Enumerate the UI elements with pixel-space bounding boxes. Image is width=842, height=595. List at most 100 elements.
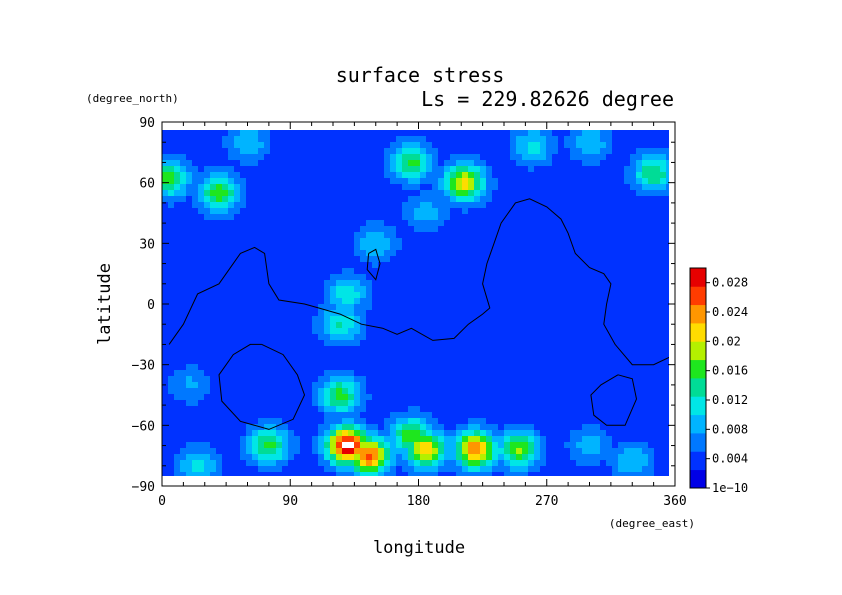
- heatmap-cell: [252, 418, 259, 425]
- heatmap-cell: [408, 142, 415, 149]
- heatmap-cell: [192, 448, 199, 455]
- heatmap-cell: [630, 346, 637, 353]
- heatmap-cell: [432, 256, 439, 263]
- heatmap-cell: [492, 160, 499, 167]
- heatmap-cell: [618, 202, 625, 209]
- heatmap-cell: [186, 136, 193, 143]
- heatmap-cell: [198, 352, 205, 359]
- heatmap-cell: [210, 460, 217, 467]
- heatmap-cell: [384, 208, 391, 215]
- heatmap-cell: [318, 334, 325, 341]
- heatmap-cell: [342, 322, 349, 329]
- heatmap-cell: [522, 472, 529, 476]
- heatmap-cell: [504, 454, 511, 461]
- heatmap-cell: [450, 226, 457, 233]
- heatmap-cell: [660, 304, 667, 311]
- heatmap-cell: [168, 154, 175, 161]
- heatmap-cell: [360, 388, 367, 395]
- heatmap-cell: [438, 226, 445, 233]
- heatmap-cell: [414, 370, 421, 377]
- heatmap-cell: [570, 364, 577, 371]
- heatmap-cell: [606, 172, 613, 179]
- heatmap-cell: [372, 172, 379, 179]
- heatmap-cell: [612, 436, 619, 443]
- heatmap-cell: [552, 334, 559, 341]
- heatmap-cell: [312, 130, 319, 137]
- heatmap-cell: [546, 352, 553, 359]
- heatmap-cell: [210, 268, 217, 275]
- heatmap-cell: [540, 304, 547, 311]
- heatmap-cell: [210, 202, 217, 209]
- heatmap-cell: [438, 166, 445, 173]
- heatmap-cell: [312, 412, 319, 419]
- heatmap-cell: [636, 226, 643, 233]
- heatmap-cell: [294, 472, 301, 476]
- heatmap-cell: [264, 430, 271, 437]
- heatmap-cell: [630, 322, 637, 329]
- heatmap-cell: [336, 376, 343, 383]
- heatmap-cell: [576, 352, 583, 359]
- heatmap-cell: [528, 388, 535, 395]
- heatmap-cell: [168, 400, 175, 407]
- heatmap-cell: [234, 280, 241, 287]
- heatmap-cell: [318, 340, 325, 347]
- heatmap-cell: [390, 280, 397, 287]
- heatmap-cell: [198, 166, 205, 173]
- heatmap-cell: [222, 382, 229, 389]
- heatmap-cell: [648, 280, 655, 287]
- heatmap-cell: [522, 208, 529, 215]
- heatmap-cell: [516, 460, 523, 467]
- heatmap-cell: [534, 406, 541, 413]
- heatmap-cell: [660, 172, 667, 179]
- heatmap-cell: [558, 448, 565, 455]
- chart-subtitle: Ls = 229.82626 degree: [421, 87, 674, 111]
- heatmap-cell: [276, 232, 283, 239]
- heatmap-cell: [624, 316, 631, 323]
- heatmap-cell: [324, 130, 331, 137]
- heatmap-cell: [612, 364, 619, 371]
- heatmap-cell: [360, 256, 367, 263]
- heatmap-cell: [654, 172, 661, 179]
- heatmap-cell: [342, 184, 349, 191]
- heatmap-cell: [474, 250, 481, 257]
- heatmap-cell: [360, 292, 367, 299]
- heatmap-cell: [216, 268, 223, 275]
- heatmap-cell: [378, 472, 385, 476]
- heatmap-cell: [444, 334, 451, 341]
- heatmap-cell: [522, 364, 529, 371]
- heatmap-cell: [354, 454, 361, 461]
- heatmap-cell: [540, 412, 547, 419]
- heatmap-cell: [456, 460, 463, 467]
- heatmap-cell: [432, 406, 439, 413]
- heatmap-cell: [402, 316, 409, 323]
- heatmap-cell: [402, 154, 409, 161]
- heatmap-cell: [528, 280, 535, 287]
- heatmap-cell: [558, 220, 565, 227]
- heatmap-cell: [492, 346, 499, 353]
- heatmap-cell: [408, 202, 415, 209]
- heatmap-cell: [528, 184, 535, 191]
- heatmap-cell: [576, 226, 583, 233]
- heatmap-cell: [570, 226, 577, 233]
- heatmap-cell: [552, 388, 559, 395]
- heatmap-cell: [432, 148, 439, 155]
- heatmap-cell: [576, 232, 583, 239]
- heatmap-cell: [552, 346, 559, 353]
- heatmap-cell: [438, 190, 445, 197]
- heatmap-cell: [588, 388, 595, 395]
- heatmap-cell: [258, 220, 265, 227]
- heatmap-cell: [552, 394, 559, 401]
- heatmap-cell: [204, 148, 211, 155]
- heatmap-cell: [402, 442, 409, 449]
- heatmap-cell: [546, 388, 553, 395]
- heatmap-cell: [378, 406, 385, 413]
- heatmap-cell: [414, 142, 421, 149]
- heatmap-cell: [360, 394, 367, 401]
- heatmap-cell: [330, 412, 337, 419]
- heatmap-cell: [378, 400, 385, 407]
- heatmap-cell: [318, 208, 325, 215]
- heatmap-cell: [384, 202, 391, 209]
- heatmap-cell: [468, 274, 475, 281]
- heatmap-cell: [570, 190, 577, 197]
- heatmap-cell: [210, 376, 217, 383]
